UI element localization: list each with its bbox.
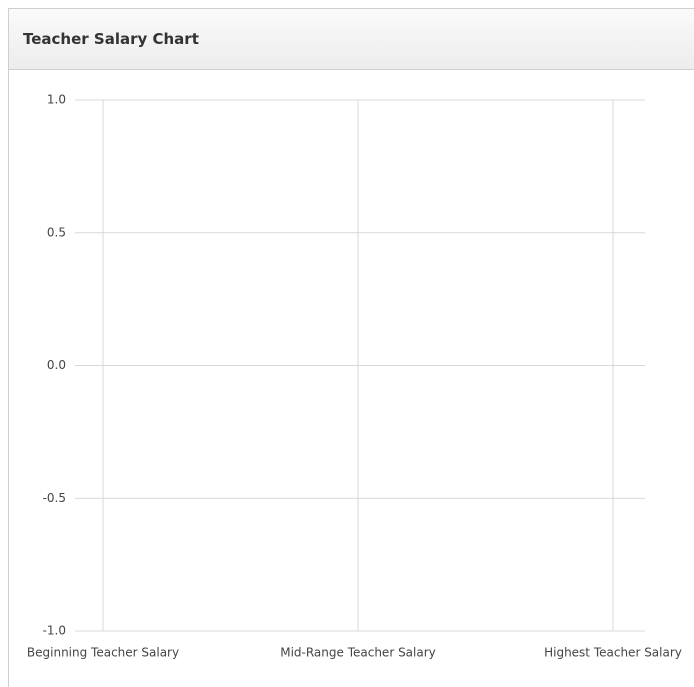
x-tick-label: Highest Teacher Salary: [544, 646, 682, 660]
y-tick-label: 0.0: [47, 358, 66, 372]
chart-title: Teacher Salary Chart: [23, 30, 199, 48]
x-tick-label: Beginning Teacher Salary: [27, 646, 179, 660]
y-tick-label: -1.0: [43, 624, 66, 638]
y-tick-label: 0.5: [47, 225, 66, 239]
panel: Teacher Salary Chart: [8, 8, 694, 687]
x-tick-label: Mid-Range Teacher Salary: [280, 646, 436, 660]
panel-header: Teacher Salary Chart: [9, 9, 694, 70]
y-tick-label: 1.0: [47, 93, 66, 107]
y-tick-label: -0.5: [43, 491, 66, 505]
